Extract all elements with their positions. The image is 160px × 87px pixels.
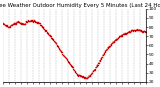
Title: Milwaukee Weather Outdoor Humidity Every 5 Minutes (Last 24 Hours): Milwaukee Weather Outdoor Humidity Every… [0,3,160,8]
